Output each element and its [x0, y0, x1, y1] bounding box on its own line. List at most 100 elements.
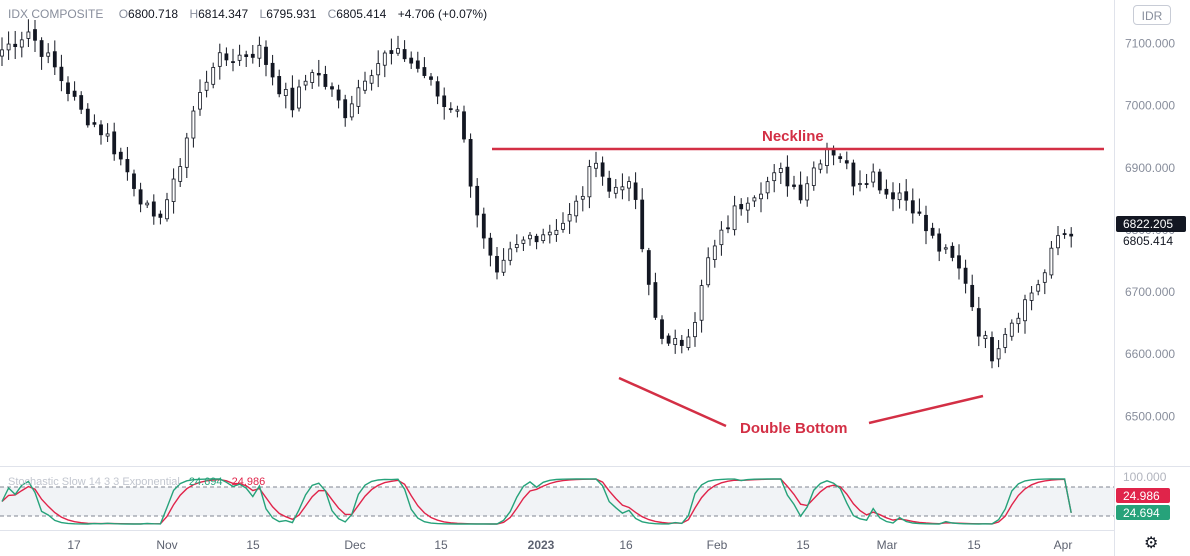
double-bottom-label: Double Bottom [740, 420, 847, 437]
y-tick-label: 7000.000 [1125, 99, 1175, 113]
candle-body [600, 162, 605, 177]
candle-body [897, 192, 902, 201]
candle-body [26, 31, 31, 39]
candle-body [587, 166, 592, 198]
candle-body [290, 87, 295, 111]
x-tick-label: Mar [877, 538, 898, 552]
candle-body [792, 184, 796, 187]
candle-body [877, 171, 882, 191]
candle-body [19, 39, 24, 48]
candle-body [924, 214, 928, 232]
candle-body [521, 239, 526, 244]
candle-body [884, 188, 889, 195]
candle-body [805, 183, 810, 201]
y-tick-label: 6900.000 [1125, 161, 1175, 175]
x-tick-label: 15 [246, 538, 260, 552]
indicator-d-value: 24.986 [231, 476, 266, 488]
candle-body [686, 336, 691, 348]
y-tick-label: 6500.000 [1125, 409, 1175, 423]
candle-body [409, 57, 414, 64]
candle-body [158, 213, 163, 218]
candle-body [640, 199, 645, 250]
x-tick-label: 16 [619, 538, 633, 552]
candle-body [904, 191, 909, 201]
y-tick-label: 7100.000 [1125, 36, 1175, 50]
candle-body [112, 131, 117, 155]
candle-body [0, 49, 4, 57]
candle-body [277, 76, 282, 95]
candle-body [937, 233, 942, 252]
time-axis[interactable]: 17 Nov 15 Dec 15 2023 16 Feb 15 Mar 15 Apr [67, 538, 1072, 552]
candle-body [475, 185, 480, 216]
candle-body [382, 52, 387, 66]
candle-body [818, 163, 823, 170]
candle-body [283, 89, 288, 96]
candle-body [891, 192, 895, 200]
candle-body [481, 213, 486, 239]
candle-body [52, 51, 57, 68]
candle-body [396, 48, 400, 54]
candle-body [204, 81, 209, 91]
candle-body [534, 235, 539, 243]
candle-body [660, 319, 664, 339]
close-value: 6805.414 [336, 7, 387, 21]
last-price-box [1116, 216, 1186, 232]
candle-body [838, 156, 843, 160]
candle-body [594, 162, 598, 169]
indicator-name[interactable]: Stochastic Slow 14 3 3 Exponential [8, 476, 180, 488]
candle-body [184, 137, 189, 168]
candle-body [6, 43, 11, 51]
candle-body [930, 227, 935, 236]
candle-body [1036, 284, 1041, 292]
candle-body [976, 308, 981, 337]
candle-body [851, 162, 856, 187]
candle-body [270, 62, 275, 78]
double-bottom-arrow-right[interactable] [868, 394, 984, 425]
candle-body [462, 111, 466, 140]
gear-icon[interactable]: ⚙ [1144, 535, 1159, 552]
candle-body [178, 166, 183, 182]
candle-body [1056, 235, 1060, 249]
x-tick-label: Nov [156, 538, 177, 552]
candle-body [217, 52, 222, 67]
candle-body [580, 195, 585, 200]
candle-body [574, 200, 579, 217]
candle-body [825, 147, 829, 166]
stoch-k-box [1116, 505, 1170, 520]
stoch-k-label: 24.694 [1123, 506, 1160, 520]
candle-body [198, 92, 202, 110]
candle-body [356, 87, 361, 107]
candle-body [983, 335, 988, 340]
candle-body [752, 197, 757, 202]
candle-body [844, 160, 849, 164]
symbol-name[interactable]: IDX COMPOSITE [8, 7, 104, 21]
candle-body [759, 193, 763, 200]
candle-body [627, 181, 631, 189]
candle-body [389, 50, 394, 54]
candle-body [712, 245, 717, 261]
candle-body [765, 181, 770, 194]
double-bottom-arrow-left[interactable] [618, 376, 727, 428]
candle-body [264, 46, 268, 65]
currency-button[interactable]: IDR [1133, 5, 1171, 25]
candle-body [448, 108, 453, 111]
candle-body [1003, 333, 1008, 348]
candle-body [125, 159, 130, 173]
candle-body [963, 267, 968, 284]
candle-body [679, 339, 684, 346]
last-price-label: 6822.205 [1123, 217, 1173, 231]
candle-body [39, 40, 44, 57]
candle-body [495, 255, 499, 273]
candle-body [1042, 272, 1047, 283]
candle-body [1069, 233, 1074, 237]
neckline-label: Neckline [762, 128, 824, 145]
candle-body [1009, 322, 1014, 337]
candle-body [990, 337, 994, 362]
candle-body [706, 257, 711, 286]
open-value: 6800.718 [128, 7, 179, 21]
candle-body [732, 205, 737, 231]
candle-body [970, 284, 975, 308]
candle-body [376, 63, 381, 76]
candle-body [943, 247, 948, 250]
